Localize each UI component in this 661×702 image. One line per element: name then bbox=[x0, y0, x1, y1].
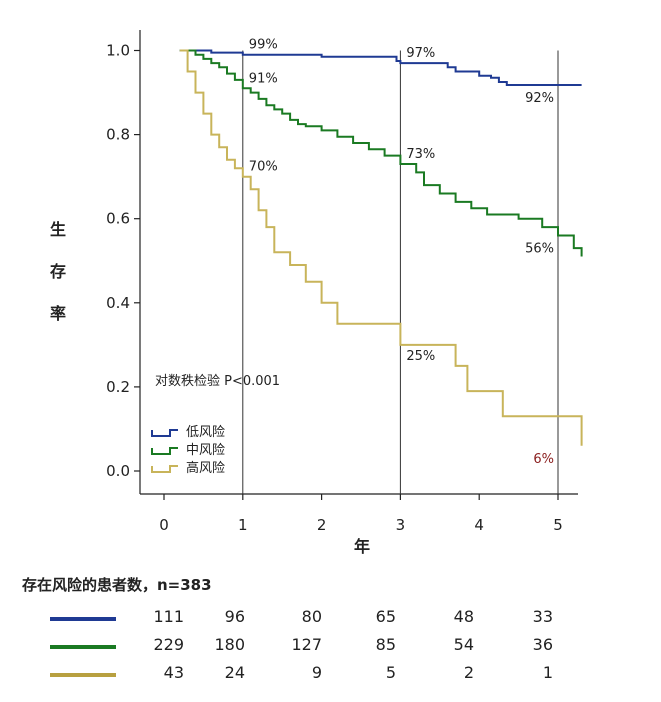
risk-count: 48 bbox=[453, 607, 474, 626]
percent-label: 73% bbox=[406, 147, 435, 162]
risk-count: 54 bbox=[453, 635, 474, 654]
risk-count: 2 bbox=[463, 663, 474, 682]
percent-label: 92% bbox=[525, 91, 554, 106]
y-axis-title-char-1: 生 bbox=[50, 220, 67, 239]
risk-count: 1 bbox=[542, 663, 553, 682]
legend-label: 低风险 bbox=[186, 425, 225, 440]
x-tick-label: 2 bbox=[317, 516, 327, 534]
axes bbox=[139, 30, 578, 495]
legend-swatch bbox=[151, 429, 178, 437]
risk-count: 127 bbox=[291, 635, 322, 654]
risk-count: 180 bbox=[214, 635, 245, 654]
x-tick-label: 0 bbox=[159, 516, 169, 534]
y-axis-title-char-3: 率 bbox=[50, 304, 67, 323]
risk-row-swatch bbox=[50, 617, 116, 621]
y-tick-label: 0.2 bbox=[106, 378, 130, 396]
percent-label: 25% bbox=[406, 349, 435, 364]
percent-label: 70% bbox=[249, 160, 278, 175]
legend-swatch bbox=[151, 465, 178, 473]
tick-labels: 0 1 2 3 4 5 0.0 0.2 0.4 0.6 0.8 1.0 bbox=[106, 42, 563, 535]
risk-row-swatch bbox=[50, 673, 116, 677]
y-tick-label: 0.6 bbox=[106, 210, 130, 228]
risk-count: 36 bbox=[532, 635, 553, 654]
y-tick-label: 0.4 bbox=[106, 294, 130, 312]
x-tick-label: 3 bbox=[396, 516, 406, 534]
risk-count: 33 bbox=[532, 607, 553, 626]
risk-table-row: 43 24 9 5 2 1 bbox=[0, 663, 661, 687]
x-tick-label: 5 bbox=[553, 516, 563, 534]
x-axis-title: 年 bbox=[354, 537, 370, 556]
percent-label: 6% bbox=[533, 452, 554, 467]
survival-chart: 0 1 2 3 4 5 0.0 0.2 0.4 0.6 0.8 1.0 99% 97% 92% 91% 73%… bbox=[106, 30, 583, 556]
legend-label: 中风险 bbox=[186, 443, 225, 458]
reference-lines bbox=[242, 50, 559, 494]
percent-label: 99% bbox=[249, 38, 278, 53]
risk-row-swatch bbox=[50, 645, 116, 649]
series-line-1 bbox=[179, 49, 582, 86]
risk-count: 65 bbox=[375, 607, 396, 626]
risk-count: 80 bbox=[301, 607, 322, 626]
percent-labels: 99% 97% 92% 91% 73% 56% 70% 25% 6% bbox=[249, 38, 554, 467]
y-tick-label: 0.0 bbox=[106, 462, 130, 480]
percent-label: 97% bbox=[406, 46, 435, 61]
risk-count: 229 bbox=[153, 635, 184, 654]
legend-label: 高风险 bbox=[186, 460, 225, 476]
risk-table-row: 111 96 80 65 48 33 bbox=[0, 607, 661, 631]
legend-swatch bbox=[151, 447, 178, 455]
risk-count: 96 bbox=[224, 607, 245, 626]
risk-count: 9 bbox=[311, 663, 322, 682]
series-line-3 bbox=[179, 49, 583, 446]
x-tick-label: 4 bbox=[474, 516, 484, 534]
series-line-2 bbox=[179, 49, 583, 257]
logrank-annotation: 对数秩检验 P<0.001 bbox=[155, 373, 280, 389]
risk-count: 5 bbox=[385, 663, 396, 682]
percent-label: 56% bbox=[525, 242, 554, 257]
survival-curves bbox=[179, 49, 583, 446]
y-axis-title-char-2: 存 bbox=[50, 262, 67, 281]
risk-table-title: 存在风险的患者数，n=383 bbox=[22, 576, 212, 594]
y-tick-label: 0.8 bbox=[106, 126, 130, 144]
risk-count: 111 bbox=[153, 607, 184, 626]
percent-label: 91% bbox=[249, 71, 278, 86]
risk-count: 43 bbox=[163, 663, 184, 682]
y-tick-label: 1.0 bbox=[106, 42, 130, 60]
risk-count: 85 bbox=[375, 635, 396, 654]
risk-count: 24 bbox=[224, 663, 245, 682]
risk-table-row: 229 180 127 85 54 36 bbox=[0, 635, 661, 659]
x-tick-label: 1 bbox=[238, 516, 248, 534]
